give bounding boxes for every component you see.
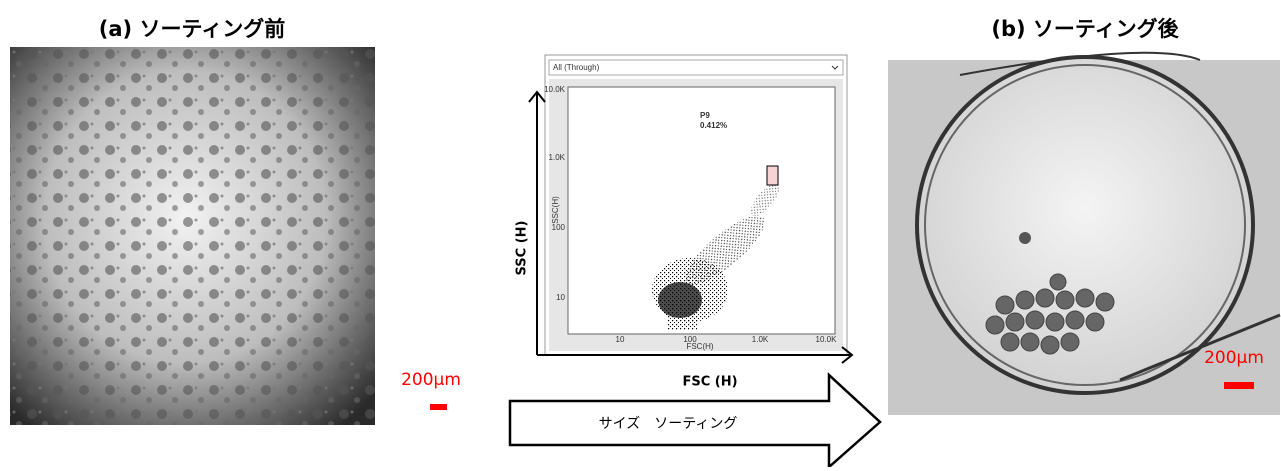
cytometry-plot: All (Through) P9 0.412% 10.0K 1.0K 100 1… (544, 55, 847, 355)
gate-percent: 0.412% (700, 121, 727, 130)
panel-title: (a) ソーティング前 (99, 17, 285, 41)
gate (767, 166, 778, 185)
y-tick-label: 10.0K (544, 85, 566, 94)
x-axis-label: FSC (H) (682, 375, 737, 390)
x-tick-label: 10 (616, 335, 625, 344)
x-tick-label: 1.0K (752, 335, 769, 344)
gate-name: P9 (700, 111, 710, 120)
microscope-image (10, 47, 375, 425)
x-axis-small: FSC(H) (686, 342, 713, 351)
scale-label: 200µm (1204, 348, 1264, 368)
scale-bar (430, 404, 447, 410)
y-tick-label: 1.0K (549, 153, 566, 162)
dropdown: All (Through) (553, 63, 600, 72)
y-axis-label: SSC (H) (515, 221, 530, 276)
figure: (a) ソーティング前 200µm All (Through) P9 0.412… (0, 0, 1281, 467)
scale-bar (1224, 382, 1254, 389)
y-tick-label: 10 (556, 293, 565, 302)
y-axis-small: SSC(H) (551, 196, 560, 224)
scale-label: 200µm (401, 370, 461, 390)
arrow-label: サイズ ソーティング (599, 416, 738, 432)
panel-title: (b) ソーティング後 (991, 17, 1179, 41)
x-tick-label: 10.0K (816, 335, 838, 344)
